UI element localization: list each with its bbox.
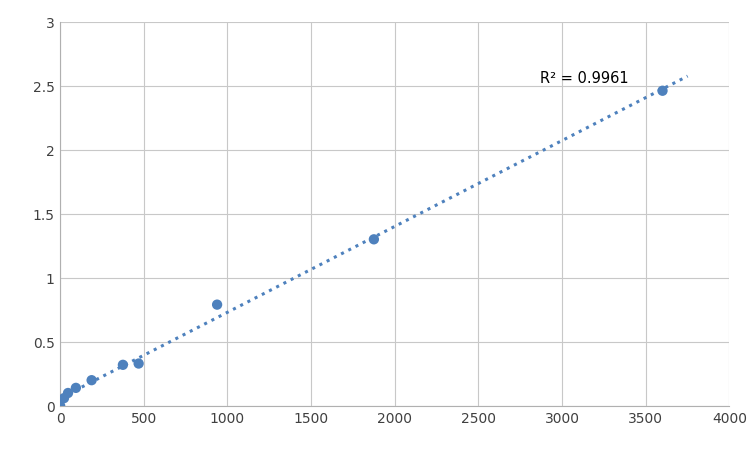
Point <box>54 402 66 410</box>
Point <box>132 360 144 367</box>
Point <box>86 377 98 384</box>
Point <box>656 88 669 95</box>
Point <box>70 384 82 391</box>
Point <box>368 236 380 244</box>
Point <box>62 390 74 397</box>
Text: R² = 0.9961: R² = 0.9961 <box>541 71 629 86</box>
Point <box>58 395 70 402</box>
Point <box>211 301 223 308</box>
Point <box>117 361 129 368</box>
